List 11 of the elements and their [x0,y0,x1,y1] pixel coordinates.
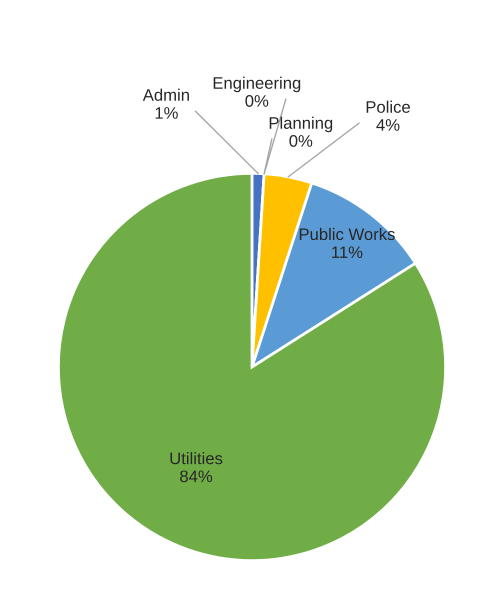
data-label: 11% [332,246,362,258]
text: 0% [245,95,268,107]
slice-label: Admin [142,88,189,101]
category-label: Planning [270,116,332,132]
slice-label: Police [366,100,410,113]
data-label: 1% [156,107,178,119]
text: 0% [289,135,312,147]
data-label: 84% [180,470,212,482]
category-label: Engineering [214,76,300,92]
slice-label: Utilities [170,452,222,464]
data-label: 4% [376,119,400,131]
